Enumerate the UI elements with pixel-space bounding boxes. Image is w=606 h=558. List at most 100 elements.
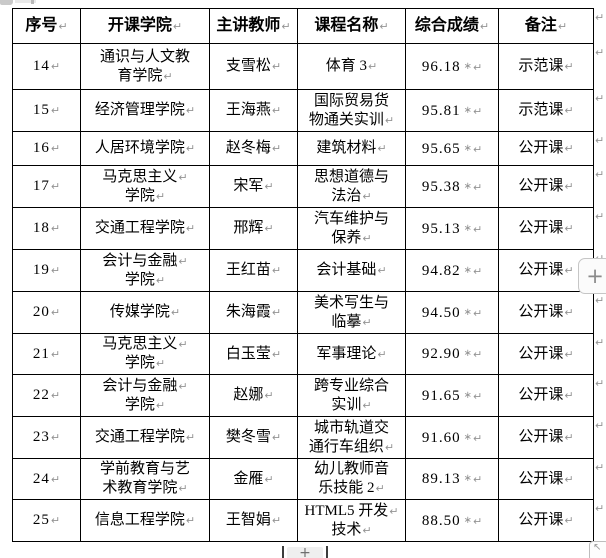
cell-score[interactable]: 91.65 ∗↵ [405, 374, 499, 417]
cell-course[interactable]: 汽车维护与 保养↵ [297, 207, 406, 250]
cell-teacher[interactable]: 王红苗↵ [209, 249, 298, 292]
cell-course[interactable]: HTML5 开发↵ 技术↵ [297, 499, 406, 542]
col-header-3[interactable]: 课程名称↵ [297, 8, 406, 44]
end-of-row-mark: ↵ [595, 336, 605, 349]
cell-teacher[interactable]: 白玉莹↵ [209, 333, 298, 375]
cell-number[interactable]: 22↵ [12, 374, 81, 417]
cell-course[interactable]: 思想道德与 法治↵ [297, 165, 406, 208]
cell-college[interactable]: 会计与金融↵ 学院↵ [80, 374, 210, 417]
cell-course[interactable]: 国际贸易货 物通关实训↵ [297, 89, 406, 132]
cell-college[interactable]: 马克思主义↵ 学院↵ [80, 165, 210, 208]
table-row: 21↵ 马克思主义↵ 学院↵ 白玉莹↵ 军事理论↵ 92.90 ∗↵ 公开课↵ [12, 333, 594, 375]
plus-icon: + [299, 545, 311, 558]
cell-teacher[interactable]: 王智娟↵ [209, 499, 298, 542]
cell-remark[interactable]: 公开课↵ [498, 165, 594, 208]
pilcrow-mark: ↵ [375, 482, 385, 495]
space-mark: ∗ [463, 348, 472, 359]
pilcrow-mark: ↵ [557, 20, 568, 33]
cell-teacher[interactable]: 朱海霞↵ [209, 291, 298, 334]
cell-number[interactable]: 15↵ [12, 89, 81, 132]
cell-remark[interactable]: 公开课↵ [498, 458, 594, 500]
add-column-button[interactable]: + [578, 258, 606, 294]
cell-score[interactable]: 88.50 ∗↵ [405, 499, 499, 542]
cell-college[interactable]: 交通工程学院↵ [80, 416, 210, 459]
cell-score[interactable]: 92.90 ∗↵ [405, 333, 499, 375]
cell-college[interactable]: 信息工程学院↵ [80, 499, 210, 542]
cell-teacher[interactable]: 赵娜↵ [209, 374, 298, 417]
cell-score[interactable]: 95.65 ∗↵ [405, 131, 499, 166]
cell-course[interactable]: 建筑材料↵ [297, 131, 406, 166]
cell-college[interactable]: 传媒学院↵ [80, 291, 210, 334]
cell-remark[interactable]: 公开课↵ [498, 374, 594, 417]
cell-college[interactable]: 人居环境学院↵ [80, 131, 210, 166]
cell-number[interactable]: 21↵ [12, 333, 81, 375]
cell-teacher[interactable]: 邢辉↵ [209, 207, 298, 250]
pilcrow-mark: ↵ [564, 347, 574, 361]
col-header-2[interactable]: 主讲教师↵ [209, 8, 298, 44]
cell-college[interactable]: 学前教育与艺 术教育学院↵ [80, 458, 210, 500]
end-of-row-mark: ↵ [595, 92, 605, 105]
cell-score[interactable]: 91.60 ∗↵ [405, 416, 499, 459]
cell-teacher[interactable]: 樊冬雪↵ [209, 416, 298, 459]
cell-course[interactable]: 体育 3↵ [297, 43, 406, 90]
cell-college[interactable]: 通识与人文教 育学院↵ [80, 43, 210, 90]
cell-score[interactable]: 95.38 ∗↵ [405, 165, 499, 208]
cell-score[interactable]: 96.18 ∗↵ [405, 43, 499, 90]
cell-course[interactable]: 幼儿教师音 乐技能 2↵ [297, 458, 406, 500]
cell-number[interactable]: 25↵ [12, 499, 81, 542]
cell-teacher[interactable]: 宋军↵ [209, 165, 298, 208]
cell-remark[interactable]: 公开课↵ [498, 291, 594, 334]
pilcrow-mark: ↵ [564, 472, 574, 486]
cell-course[interactable]: 会计基础↵ [297, 249, 406, 292]
cell-teacher[interactable]: 金雁↵ [209, 458, 298, 500]
cell-college[interactable]: 经济管理学院↵ [80, 89, 210, 132]
cell-number[interactable]: 24↵ [12, 458, 81, 500]
cell-course[interactable]: 跨专业综合 实训↵ [297, 374, 406, 417]
cell-college[interactable]: 马克思主义↵ 学院↵ [80, 333, 210, 375]
cell-college[interactable]: 交通工程学院↵ [80, 207, 210, 250]
header-row: 序号↵ 开课学院↵ 主讲教师↵ 课程名称↵ 综合成绩↵ 备注↵ [12, 8, 594, 44]
cell-course[interactable]: 军事理论↵ [297, 333, 406, 375]
pilcrow-mark: ↵ [50, 431, 61, 444]
pilcrow-mark: ↵ [50, 389, 61, 402]
cell-number[interactable]: 20↵ [12, 291, 81, 334]
cell-teacher[interactable]: 赵冬梅↵ [209, 131, 298, 166]
pilcrow-mark: ↵ [271, 104, 282, 117]
cell-number[interactable]: 19↵ [12, 249, 81, 292]
col-header-4[interactable]: 综合成绩↵ [405, 8, 499, 44]
resize-handle-icon[interactable]: ↖ [589, 541, 606, 558]
pilcrow-mark: ↵ [155, 273, 166, 287]
cell-remark[interactable]: 示范课↵ [498, 89, 594, 132]
cell-number[interactable]: 23↵ [12, 416, 81, 459]
cell-number[interactable]: 17↵ [12, 165, 81, 208]
cell-course[interactable]: 美术写生与 临摹↵ [297, 291, 406, 334]
col-header-1[interactable]: 开课学院↵ [80, 8, 210, 44]
pilcrow-mark: ↵ [379, 20, 389, 33]
pilcrow-mark: ↵ [564, 180, 574, 193]
cell-score[interactable]: 89.13 ∗↵ [405, 458, 499, 500]
cell-course[interactable]: 城市轨道交 通行车组织↵ [297, 416, 406, 459]
pilcrow-mark: ↵ [472, 431, 483, 445]
cell-number[interactable]: 16↵ [12, 131, 81, 166]
cell-score[interactable]: 94.50 ∗↵ [405, 291, 499, 334]
col-header-5[interactable]: 备注↵ [498, 8, 594, 44]
add-row-button[interactable]: + [287, 545, 323, 558]
cell-score[interactable]: 94.82 ∗↵ [405, 249, 499, 292]
cell-number[interactable]: 18↵ [12, 207, 81, 250]
insert-row-control[interactable]: + [282, 545, 328, 558]
cell-remark[interactable]: 公开课↵ [498, 207, 594, 250]
cell-teacher[interactable]: 王海燕↵ [209, 89, 298, 132]
cell-college[interactable]: 会计与金融↵ 学院↵ [80, 249, 210, 292]
cell-remark[interactable]: 示范课↵ [498, 43, 594, 90]
cell-teacher[interactable]: 支雪松↵ [209, 43, 298, 90]
cell-remark[interactable]: 公开课↵ [498, 333, 594, 375]
cell-remark[interactable]: 公开课↵ [498, 131, 594, 166]
cell-score[interactable]: 95.13 ∗↵ [405, 207, 499, 250]
cell-remark[interactable]: 公开课↵ [498, 416, 594, 459]
cell-remark[interactable]: 公开课↵ [498, 499, 594, 542]
col-header-0[interactable]: 序号↵ [12, 8, 81, 44]
pilcrow-mark: ↵ [163, 69, 173, 83]
cell-score[interactable]: 95.81 ∗↵ [405, 89, 499, 132]
cell-number[interactable]: 14↵ [12, 43, 81, 90]
